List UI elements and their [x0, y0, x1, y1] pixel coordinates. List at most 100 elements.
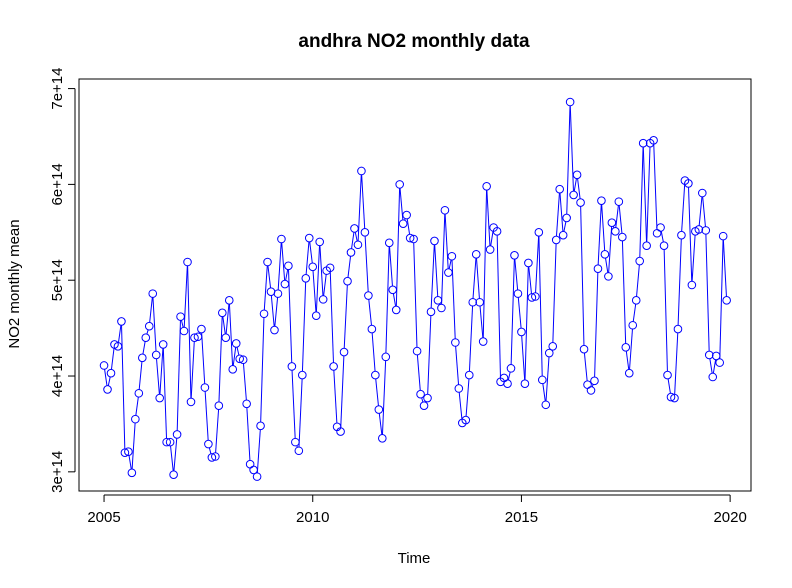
- series-segment: [343, 284, 348, 349]
- data-point: [694, 225, 704, 234]
- series-segment: [468, 306, 474, 372]
- data-point: [218, 308, 227, 318]
- data-point: [531, 292, 540, 301]
- series-segment: [413, 242, 418, 348]
- data-point: [131, 414, 140, 424]
- series-segment: [323, 274, 327, 296]
- data-point: [464, 370, 474, 380]
- series-segment: [170, 445, 174, 471]
- data-point: [638, 138, 648, 148]
- data-point: [444, 268, 453, 277]
- series-segment: [183, 265, 188, 328]
- series-segment: [354, 232, 358, 242]
- series-segment: [646, 146, 651, 242]
- series-segment: [594, 272, 599, 378]
- data-point: [711, 351, 721, 361]
- series-segment: [180, 320, 184, 328]
- series-segment: [535, 236, 540, 293]
- data-point: [412, 346, 422, 356]
- data-point: [329, 362, 338, 371]
- data-point: [402, 210, 411, 220]
- data-point: [284, 261, 293, 271]
- data-point: [611, 227, 620, 236]
- data-point: [579, 344, 589, 354]
- series-segment: [392, 293, 397, 307]
- series-segment: [201, 332, 206, 384]
- data-point: [179, 326, 189, 336]
- data-point: [492, 227, 502, 236]
- data-point: [631, 296, 641, 305]
- data-point: [430, 236, 439, 246]
- series-segment: [107, 376, 111, 386]
- y-tick-label: 4e+14: [49, 355, 66, 397]
- data-point: [558, 230, 568, 240]
- x-tick-label: 2020: [713, 509, 746, 526]
- series-segment: [580, 206, 585, 346]
- data-point: [503, 379, 512, 388]
- data-point: [666, 392, 676, 402]
- data-point: [513, 289, 523, 298]
- data-point: [113, 342, 123, 351]
- plot-frame: [78, 78, 752, 492]
- data-point: [468, 297, 478, 307]
- data-point: [677, 230, 686, 240]
- data-point: [127, 468, 137, 478]
- data-point: [183, 257, 192, 267]
- series-segment: [389, 246, 393, 287]
- data-point: [478, 337, 488, 346]
- series-segment: [104, 369, 108, 386]
- series-segment: [357, 174, 362, 241]
- x-axis: 2005 2010 2015 2020: [87, 494, 747, 526]
- data-point: [534, 228, 544, 237]
- series-segment: [371, 332, 376, 372]
- y-tick-label: 5e+14: [49, 259, 66, 301]
- series-segment: [542, 383, 546, 402]
- series-segment: [486, 190, 491, 246]
- data-point: [704, 350, 714, 360]
- data-point: [371, 370, 380, 380]
- series-segment: [351, 232, 355, 249]
- data-point: [642, 241, 651, 251]
- series-segment: [277, 242, 282, 290]
- series-segment: [301, 282, 307, 372]
- data-point: [252, 472, 262, 481]
- data-point: [437, 303, 446, 313]
- series-segment: [552, 243, 557, 343]
- series-segment: [677, 238, 682, 326]
- data-point: [336, 427, 345, 436]
- data-point: [378, 434, 387, 443]
- series-segment: [698, 196, 703, 226]
- series-segment: [361, 174, 366, 229]
- data-point: [266, 287, 276, 297]
- data-point: [419, 401, 429, 411]
- series-segment: [135, 396, 139, 416]
- data-point: [141, 333, 151, 342]
- data-point: [715, 358, 724, 367]
- series-segment: [267, 265, 272, 288]
- data-point: [287, 362, 297, 371]
- data-point: [652, 228, 662, 238]
- data-point: [120, 448, 130, 457]
- y-tick-label: 3e+14: [49, 451, 66, 493]
- data-point: [214, 401, 224, 411]
- data-point: [538, 375, 547, 385]
- series-segment: [660, 231, 664, 243]
- series-segment: [719, 239, 724, 359]
- data-point: [593, 264, 603, 274]
- data-point: [718, 231, 728, 241]
- series-segment: [315, 245, 321, 312]
- series-segment: [663, 249, 668, 372]
- data-point: [544, 348, 554, 358]
- series-segment: [218, 316, 223, 402]
- series-segment: [601, 204, 606, 251]
- series-segment: [510, 259, 515, 365]
- data-point: [138, 353, 147, 363]
- data-point: [357, 166, 366, 176]
- data-point: [701, 226, 711, 235]
- series-segment: [208, 447, 212, 454]
- series-segment: [507, 371, 511, 381]
- data-point: [624, 368, 634, 378]
- series-segment: [375, 378, 379, 406]
- data-point: [235, 354, 244, 364]
- series-segment: [305, 241, 310, 275]
